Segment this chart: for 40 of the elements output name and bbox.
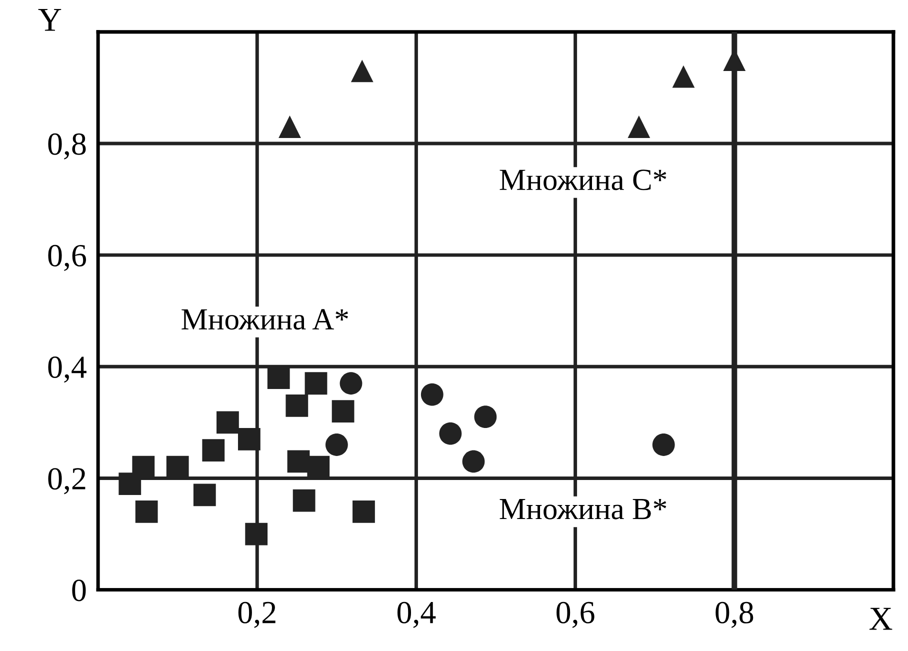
y-tick-label: 0 — [72, 580, 86, 602]
point — [652, 434, 675, 456]
y-tick-label: 0,6 — [48, 244, 86, 272]
point — [278, 116, 301, 138]
annotation: Множина A* — [182, 309, 348, 330]
x-axis-title: X — [869, 608, 892, 630]
point — [332, 400, 354, 422]
point — [672, 65, 695, 88]
point — [439, 422, 462, 445]
point — [193, 484, 216, 506]
point — [304, 372, 328, 395]
point — [292, 489, 316, 512]
point — [245, 522, 268, 546]
point — [216, 411, 239, 434]
point — [340, 372, 362, 395]
point — [267, 366, 290, 389]
point — [474, 406, 497, 428]
annotation: Множина B* — [500, 499, 666, 520]
y-tick-label: 0,4 — [48, 356, 86, 383]
point — [420, 383, 444, 406]
y-tick-label: 0,2 — [48, 468, 86, 494]
y-tick-label: 0,8 — [48, 133, 86, 160]
point — [132, 456, 155, 478]
point — [135, 500, 158, 523]
y-axis-title: Y — [38, 8, 62, 31]
point — [628, 116, 650, 138]
point — [166, 456, 189, 478]
annotation: Множина C* — [500, 170, 666, 190]
point — [202, 439, 225, 462]
point — [325, 434, 348, 456]
x-tick-label: 0,4 — [397, 602, 436, 628]
point — [238, 428, 260, 450]
point — [307, 456, 330, 478]
x-tick-label: 0,2 — [238, 602, 276, 628]
point — [286, 394, 308, 417]
x-tick-label: 0,6 — [556, 602, 594, 628]
point — [462, 450, 485, 473]
x-tick-label: 0,8 — [716, 602, 754, 628]
point — [350, 60, 374, 82]
point — [352, 500, 375, 523]
